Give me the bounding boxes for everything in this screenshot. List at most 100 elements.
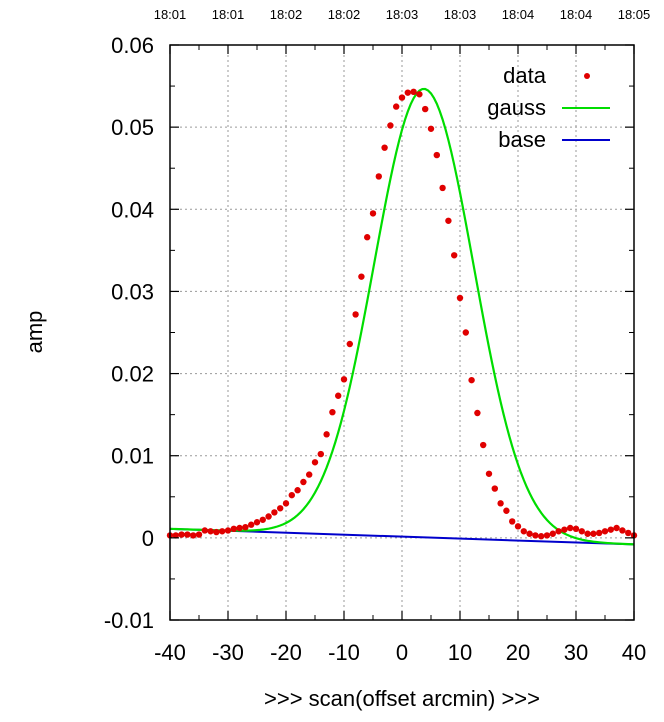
data-point <box>596 529 603 537</box>
data-point <box>317 450 324 458</box>
data-point <box>456 294 464 302</box>
data-point <box>549 530 556 537</box>
data-point <box>497 500 504 507</box>
data-point <box>230 525 237 533</box>
data-point <box>404 89 411 96</box>
data-point <box>375 173 382 180</box>
data-point <box>369 210 377 217</box>
data-point <box>439 184 446 192</box>
top-time-label: 18:03 <box>386 7 419 22</box>
data-point <box>445 217 452 224</box>
data-point <box>311 459 319 466</box>
top-time-label: 18:04 <box>502 7 535 22</box>
data-point <box>178 531 185 538</box>
data-point <box>410 88 417 96</box>
gauss-curve <box>169 87 635 546</box>
data-point <box>416 91 423 98</box>
data-point <box>398 94 406 101</box>
data-point <box>213 528 220 536</box>
data-point <box>474 409 481 417</box>
data-point <box>277 505 284 512</box>
tick-marks <box>169 44 635 621</box>
data-point <box>323 431 330 438</box>
data-point <box>190 532 197 539</box>
data-point <box>300 478 307 486</box>
data-point <box>433 151 440 159</box>
data-point <box>224 527 232 534</box>
data-point <box>259 516 266 523</box>
x-tick-label: -20 <box>270 640 302 665</box>
data-point <box>236 524 243 532</box>
data-point <box>346 340 353 348</box>
data-point <box>248 521 255 528</box>
legend-marker-data <box>584 73 590 79</box>
top-time-label: 18:05 <box>618 7 651 22</box>
data-point <box>538 533 545 540</box>
y-tick-label: 0.06 <box>111 33 154 58</box>
data-point <box>485 470 493 477</box>
data-point <box>242 523 249 531</box>
y-axis-title: amp <box>22 311 47 354</box>
data-point <box>590 530 597 537</box>
x-tick-label: -10 <box>328 640 360 665</box>
data-point <box>572 525 580 533</box>
x-tick-label: 20 <box>506 640 530 665</box>
data-point <box>201 527 208 534</box>
data-point <box>352 311 359 318</box>
x-tick-label: 40 <box>622 640 646 665</box>
top-time-label: 18:02 <box>270 7 303 22</box>
data-point <box>619 527 626 534</box>
tick-labels: -40 -30 -20 -10 0 10 20 30 40 18:01 18:01 18:02 18:0… <box>104 7 650 665</box>
top-time-label: 18:02 <box>328 7 361 22</box>
data-point <box>567 524 574 532</box>
data-point <box>364 234 371 241</box>
data-point <box>335 392 342 399</box>
data-point <box>381 144 388 151</box>
y-tick-label: 0.01 <box>111 444 154 469</box>
top-time-label: 18:01 <box>154 7 187 22</box>
legend: data gauss base <box>487 63 610 152</box>
top-time-label: 18:01 <box>212 7 245 22</box>
y-tick-label: 0 <box>142 526 154 551</box>
data-point <box>393 103 400 110</box>
data-point <box>462 329 469 336</box>
data-point <box>532 532 539 539</box>
top-time-label: 18:04 <box>560 7 593 22</box>
x-tick-label: -30 <box>212 640 244 665</box>
data-point <box>584 530 591 537</box>
y-tick-label: -0.01 <box>104 608 154 633</box>
data-point <box>172 532 179 539</box>
data-point <box>288 491 295 499</box>
data-point <box>607 526 614 533</box>
data-point <box>543 532 551 539</box>
data-point <box>387 122 394 129</box>
data-point <box>253 519 261 526</box>
top-time-label: 18:03 <box>444 7 477 22</box>
y-tick-label: 0.04 <box>111 197 154 222</box>
x-tick-label: -40 <box>154 640 186 665</box>
data-point <box>306 471 313 478</box>
y-tick-label: 0.03 <box>111 279 154 304</box>
y-tick-label: 0.02 <box>111 362 154 387</box>
data-point <box>613 524 620 532</box>
legend-label-data: data <box>503 63 547 88</box>
y-tick-label: 0.05 <box>111 115 154 140</box>
x-axis-title: >>> scan(offset arcmin) >>> <box>264 686 540 711</box>
data-point <box>526 530 533 537</box>
data-point <box>520 528 527 535</box>
data-point <box>271 509 278 516</box>
data-point <box>422 105 429 113</box>
data-point <box>340 376 348 383</box>
data-point <box>427 125 435 132</box>
data-point <box>282 500 290 507</box>
data-point <box>265 513 272 520</box>
data-point <box>294 487 301 494</box>
legend-label-base: base <box>498 127 546 152</box>
data-point <box>329 408 336 416</box>
data-point <box>219 528 226 535</box>
data-point <box>207 528 214 535</box>
data-point <box>480 441 487 449</box>
data-point <box>358 273 365 280</box>
series-area <box>166 87 638 546</box>
